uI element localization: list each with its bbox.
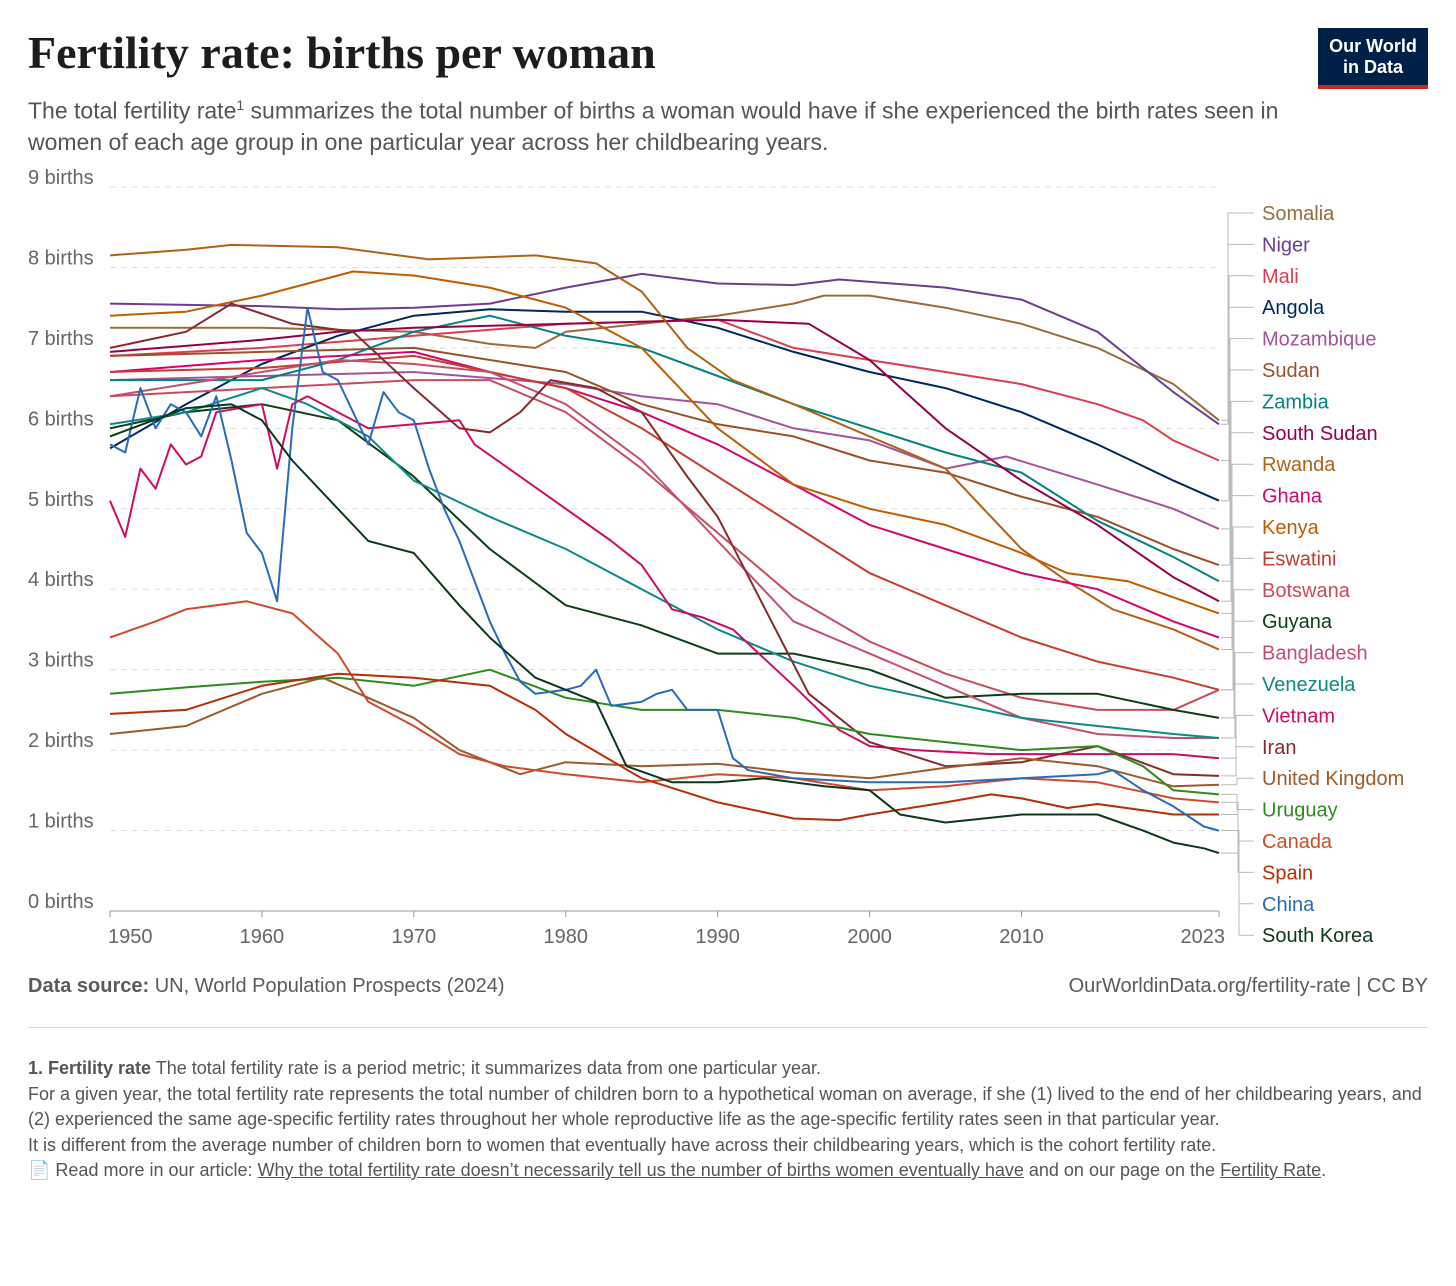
series-line-guyana[interactable] [109,403,1220,719]
legend-label[interactable]: Mozambique [1262,329,1377,351]
y-tick-label: 6 births [28,408,94,430]
legend-connector [1221,243,1254,425]
series-line-sudan[interactable] [109,346,1220,567]
legend-connector [1221,683,1254,739]
series-line-somalia[interactable] [110,294,1220,422]
legend-connector [1221,852,1254,936]
y-tick-label: 3 births [28,650,94,672]
legend-connector [1221,306,1254,502]
legend-connector [1221,813,1254,873]
line-chart: 0 births 1 births 2 births 3 births 4 births… [28,167,1404,948]
x-tick-label: 1950 [108,926,153,948]
legend-connector [1221,400,1254,582]
fertility-rate-link[interactable]: Fertility Rate [1220,1160,1322,1180]
series-line-venezuela[interactable] [109,387,1220,739]
divider [28,1027,1428,1028]
legend-label[interactable]: Bangladesh [1262,643,1368,665]
x-tick-label: 1970 [392,926,437,948]
y-tick-label: 4 births [28,569,94,591]
legend-connector [1221,557,1254,691]
legend-label[interactable]: Uruguay [1262,800,1338,822]
legend-connector [1221,432,1254,602]
footnote-marker[interactable]: 1 [236,97,245,113]
legend-label[interactable]: South Sudan [1262,423,1378,445]
chart-subtitle: The total fertility rate1 summarizes the… [28,97,1279,155]
legend-label[interactable]: Niger [1262,234,1310,256]
legend-connector [1221,589,1254,691]
legend-label[interactable]: Spain [1262,862,1313,884]
legend-label[interactable]: Canada [1262,831,1333,853]
series-line-bangladesh[interactable] [109,359,1219,739]
legend-label[interactable]: Guyana [1262,611,1333,633]
x-tick-label: 1990 [695,926,740,948]
footnotes: 1. Fertility rate The total fertility ra… [28,1058,1422,1180]
series-line-mozambique[interactable] [109,371,1220,530]
legend-label[interactable]: Venezuela [1262,674,1356,696]
series-line-vietnam[interactable] [109,395,1220,760]
owid-logo[interactable]: Our World in Data [1318,28,1428,89]
article-link[interactable]: Why the total fertility rate doesn’t nec… [257,1160,1024,1180]
legend-label[interactable]: Rwanda [1262,454,1336,476]
series-line-china[interactable] [109,306,1220,832]
x-tick-label: 2023 [1181,926,1226,948]
legend-label[interactable]: China [1262,894,1315,916]
chart-title: Fertility rate: births per woman [28,27,656,78]
legend-label[interactable]: South Korea [1262,925,1374,947]
legend-label[interactable]: Vietnam [1262,705,1335,727]
y-tick-label: 9 births [28,167,94,189]
legend-connector [1221,369,1254,566]
series-line-eswatini[interactable] [109,354,1220,691]
series-line-united-kingdom[interactable] [109,676,1220,788]
legend-label[interactable]: Mali [1262,266,1299,288]
y-tick-label: 7 births [28,328,94,350]
legend-connector [1221,526,1254,614]
legend-connector [1221,652,1254,739]
y-tick-label: 1 births [28,811,94,833]
legend-label[interactable]: Botswana [1262,580,1351,602]
legend-connector [1221,463,1254,651]
legend-connector [1221,495,1254,638]
document-icon: 📄 [28,1160,56,1180]
legend-label[interactable]: United Kingdom [1262,768,1404,790]
legend-label[interactable]: Sudan [1262,360,1320,382]
series-line-south-sudan[interactable] [109,318,1220,603]
x-tick-label: 1980 [544,926,589,948]
x-tick-label: 1960 [240,926,285,948]
source-url[interactable]: OurWorldinData.org/fertility-rate | CC B… [1068,975,1428,997]
y-tick-label: 2 births [28,730,94,752]
series-line-zambia[interactable] [110,314,1220,583]
series-line-iran[interactable] [109,302,1220,777]
legend-label[interactable]: Iran [1262,737,1296,759]
legend-connector [1221,620,1254,719]
x-tick-label: 2000 [847,926,892,948]
series-line-spain[interactable] [109,672,1219,822]
series-line-rwanda[interactable] [109,243,1220,651]
legend-label[interactable]: Angola [1262,297,1325,319]
series-line-kenya[interactable] [109,270,1220,615]
series-line-ghana[interactable] [109,350,1220,639]
legend-connector [1221,746,1254,777]
legend-label[interactable]: Ghana [1262,486,1323,508]
legend-label[interactable]: Somalia [1262,203,1335,225]
series-line-south-korea[interactable] [109,403,1220,855]
series-line-botswana[interactable] [109,379,1220,711]
x-tick-label: 2010 [999,926,1044,948]
legend-connector [1221,777,1254,786]
y-tick-label: 8 births [28,247,94,269]
legend-connector [1221,714,1254,759]
legend-label[interactable]: Kenya [1262,517,1320,539]
legend-label[interactable]: Zambia [1262,391,1330,413]
y-tick-label: 0 births [28,891,94,913]
series-line-niger[interactable] [109,272,1220,426]
y-tick-label: 5 births [28,489,94,511]
legend-label[interactable]: Eswatini [1262,548,1336,570]
data-source: Data source: UN, World Population Prospe… [28,975,505,997]
